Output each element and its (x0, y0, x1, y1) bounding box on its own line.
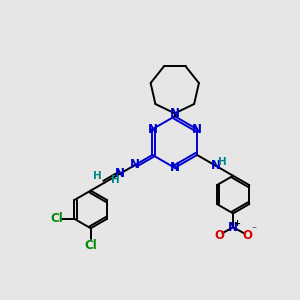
Text: N: N (170, 161, 180, 174)
Text: N: N (211, 159, 221, 172)
Text: N: N (130, 158, 140, 171)
Text: ⁻: ⁻ (251, 225, 256, 235)
Text: Cl: Cl (50, 212, 63, 225)
Text: H: H (110, 175, 119, 185)
Text: N: N (228, 221, 238, 234)
Text: Cl: Cl (84, 238, 97, 252)
Text: O: O (242, 229, 252, 242)
Text: O: O (214, 229, 224, 242)
Text: N: N (148, 123, 158, 136)
Text: N: N (115, 167, 125, 180)
Text: H: H (93, 171, 102, 181)
Text: N: N (192, 123, 202, 136)
Text: +: + (234, 219, 241, 228)
Text: N: N (170, 107, 180, 120)
Text: H: H (218, 157, 226, 167)
